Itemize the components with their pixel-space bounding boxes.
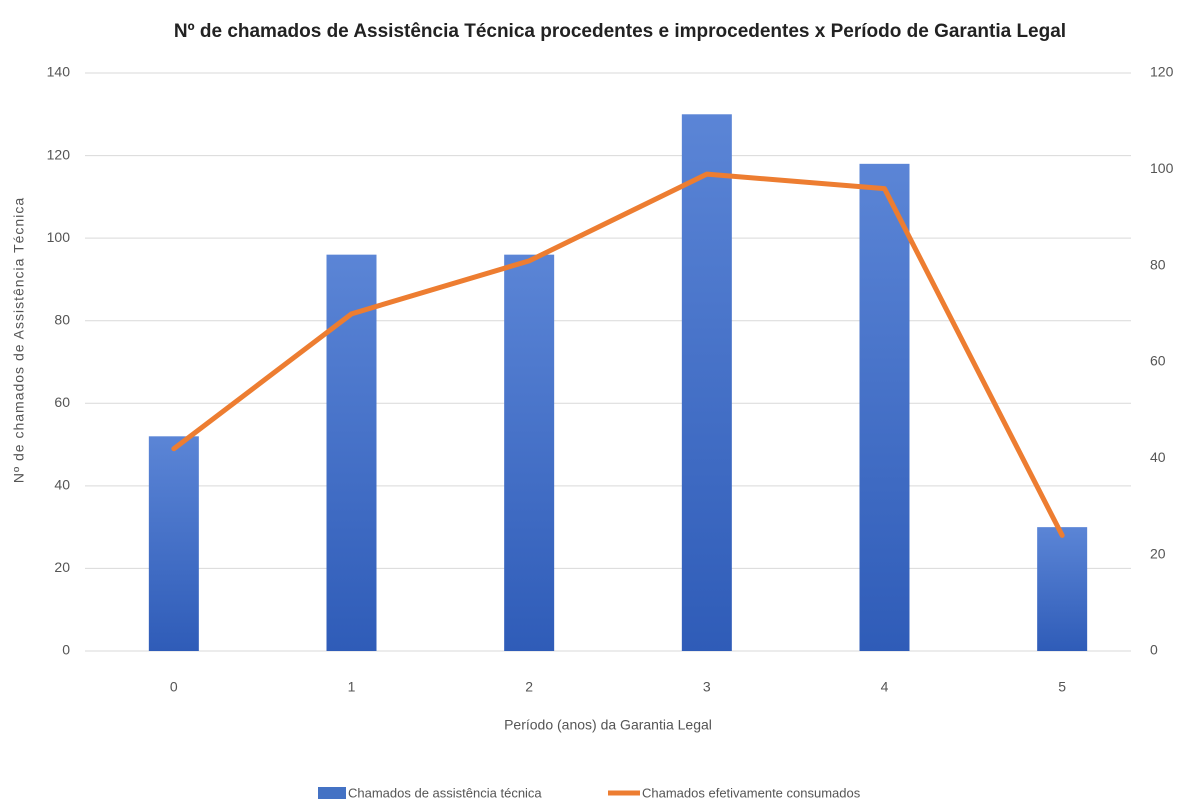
legend-label: Chamados de assistência técnica: [348, 785, 542, 800]
y2-tick-label: 100: [1150, 160, 1174, 176]
bar: [504, 254, 555, 651]
legend-swatch: [318, 787, 346, 799]
y-tick-label: 20: [54, 559, 70, 575]
y2-tick-label: 120: [1150, 64, 1174, 80]
bar: [681, 114, 732, 652]
y2-tick-label: 60: [1150, 353, 1166, 369]
x-tick-label: 2: [525, 679, 533, 695]
y-tick-label: 100: [47, 229, 71, 245]
chart-title: Nº de chamados de Assistência Técnica pr…: [174, 21, 1066, 42]
legend-label: Chamados efetivamente consumados: [642, 785, 861, 800]
y-tick-label: 120: [47, 146, 71, 162]
x-tick-label: 1: [348, 679, 356, 695]
line: [171, 171, 1065, 538]
y-tick-label: 140: [47, 64, 71, 80]
y-tick-label: 80: [54, 311, 70, 327]
y-tick-label: 0: [62, 642, 70, 658]
y2-tick-label: 0: [1150, 642, 1158, 658]
bar: [1037, 527, 1088, 651]
x-axis-label: Período (anos) da Garantia Legal: [504, 717, 712, 733]
y2-tick-label: 40: [1150, 449, 1166, 465]
x-tick-label: 4: [881, 679, 889, 695]
y2-tick-label: 20: [1150, 545, 1166, 561]
y-tick-label: 60: [54, 394, 70, 410]
x-tick-label: 3: [703, 679, 711, 695]
y-axis-label: Nº de chamados de Assistência Técnica: [11, 197, 27, 483]
bar: [148, 436, 199, 651]
bar: [859, 163, 910, 652]
y2-tick-label: 80: [1150, 256, 1166, 272]
x-tick-label: 5: [1058, 679, 1066, 695]
y-tick-label: 40: [54, 477, 70, 493]
x-tick-label: 0: [170, 679, 178, 695]
bar: [326, 254, 377, 651]
